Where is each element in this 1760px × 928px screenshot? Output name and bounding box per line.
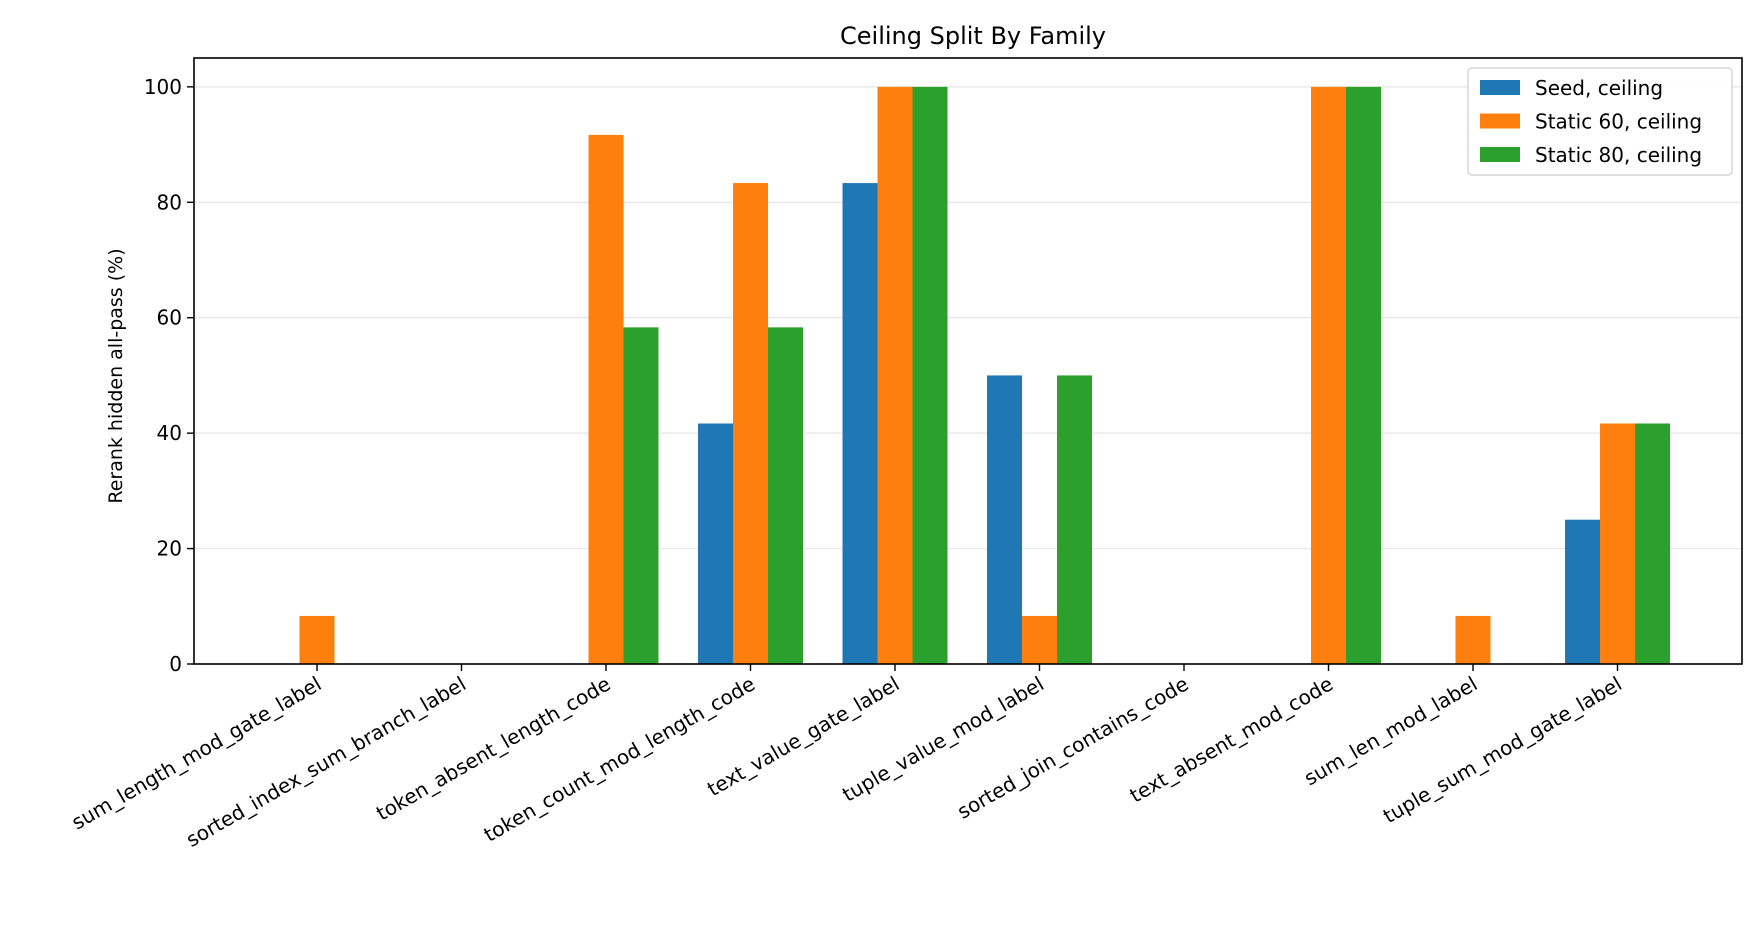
series-2-bars [299, 86, 1635, 665]
y-tick-label: 80 [157, 190, 182, 214]
bar [1635, 423, 1670, 664]
bar [1600, 423, 1635, 664]
x-tick-label: token_count_mod_length_code [480, 672, 759, 847]
bar [987, 375, 1022, 664]
legend-swatch [1480, 113, 1520, 129]
bar [1455, 615, 1491, 664]
plot-frame [193, 57, 1743, 665]
bars [299, 86, 1670, 665]
legend-label: Static 60, ceiling [1535, 110, 1702, 134]
series-1-bars [698, 183, 1600, 664]
bar [1346, 86, 1381, 665]
x-tick-label: token_absent_length_code [372, 672, 614, 826]
bar [623, 327, 659, 664]
legend-box [1467, 67, 1733, 176]
y-tick-label: 20 [157, 537, 182, 561]
chart-title: Ceiling Split By Family [840, 22, 1106, 50]
x-axis: sum_length_mod_gate_labelsorted_index_su… [67, 664, 1626, 852]
bar [733, 183, 768, 664]
y-axis-title: Rerank hidden all-pass (%) [105, 248, 127, 503]
bar [877, 86, 913, 665]
y-tick-label: 40 [157, 421, 182, 445]
legend-label: Static 80, ceiling [1535, 143, 1702, 167]
bar [912, 86, 948, 665]
bar [1022, 615, 1057, 664]
bar [299, 615, 335, 664]
y-tick-label: 60 [157, 306, 182, 330]
bar [842, 183, 878, 664]
legend: Seed, ceiling Static 60, ceiling Static 80… [1467, 67, 1733, 176]
series-3-bars [623, 86, 1670, 665]
legend-swatch [1480, 147, 1520, 162]
x-tick-label: sum_length_mod_gate_label [67, 672, 325, 835]
bar [698, 423, 733, 664]
bar [1057, 375, 1092, 664]
legend-swatch [1480, 80, 1520, 95]
bar [1311, 86, 1346, 665]
bar [588, 134, 624, 665]
bar [768, 327, 803, 664]
x-tick-label: tuple_sum_mod_gate_label [1379, 672, 1626, 829]
legend-label: Seed, ceiling [1535, 76, 1663, 100]
x-tick-label: sorted_index_sum_branch_label [182, 672, 470, 852]
x-tick-label: sorted_join_contains_code [953, 672, 1192, 824]
y-tick-label: 0 [169, 652, 182, 676]
y-axis: 0 20 40 60 80 100 [144, 75, 194, 676]
bar [1565, 519, 1600, 664]
y-tick-label: 100 [144, 75, 182, 99]
